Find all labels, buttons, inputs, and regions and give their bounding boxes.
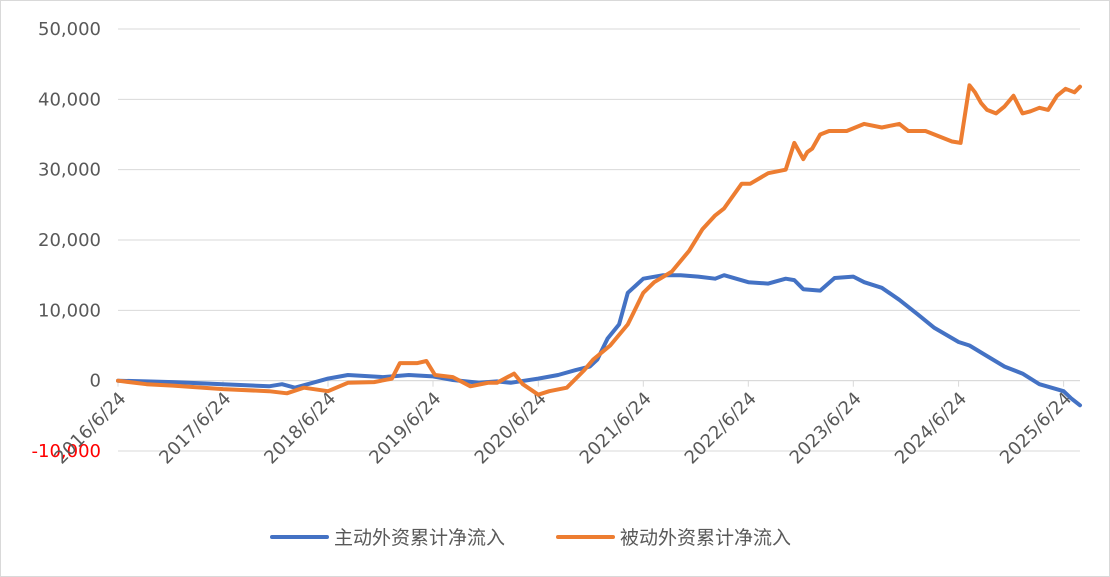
y-tick-label: 30,000 xyxy=(38,160,101,181)
x-tick-label: 2022/6/24 xyxy=(681,388,761,468)
y-tick-label: 10,000 xyxy=(38,300,101,321)
y-tick-label: 40,000 xyxy=(38,89,101,110)
series-line-2 xyxy=(116,83,1082,397)
y-tick-label: 50,000 xyxy=(38,19,101,40)
x-tick-label: 2018/6/24 xyxy=(260,388,340,468)
series-line-1 xyxy=(116,273,1082,408)
legend-label-1: 主动外资累计净流入 xyxy=(334,527,505,549)
x-tick-label: 2019/6/24 xyxy=(365,388,445,468)
legend: 主动外资累计净流入 被动外资累计净流入 xyxy=(270,527,791,549)
y-tick-label: 0 xyxy=(90,371,101,392)
x-tick-label: 2024/6/24 xyxy=(891,388,971,468)
x-tick-label: 2020/6/24 xyxy=(471,388,551,468)
y-tick-label: 20,000 xyxy=(38,230,101,251)
x-tick-label: 2017/6/24 xyxy=(155,388,235,468)
y-axis-tick-labels: 50,000 40,000 30,000 20,000 10,000 0 -10,000 xyxy=(32,19,101,462)
x-tick-label: 2021/6/24 xyxy=(576,388,656,468)
x-axis: 2016/6/24 2017/6/24 2018/6/24 2019/6/24 2020… xyxy=(50,380,1080,468)
x-tick-label: 2023/6/24 xyxy=(786,388,866,468)
y-tick-label: -10,000 xyxy=(32,441,101,462)
legend-label-2: 被动外资累计净流入 xyxy=(620,527,791,549)
series-lines xyxy=(116,83,1082,408)
x-tick-label: 2025/6/24 xyxy=(996,388,1076,468)
